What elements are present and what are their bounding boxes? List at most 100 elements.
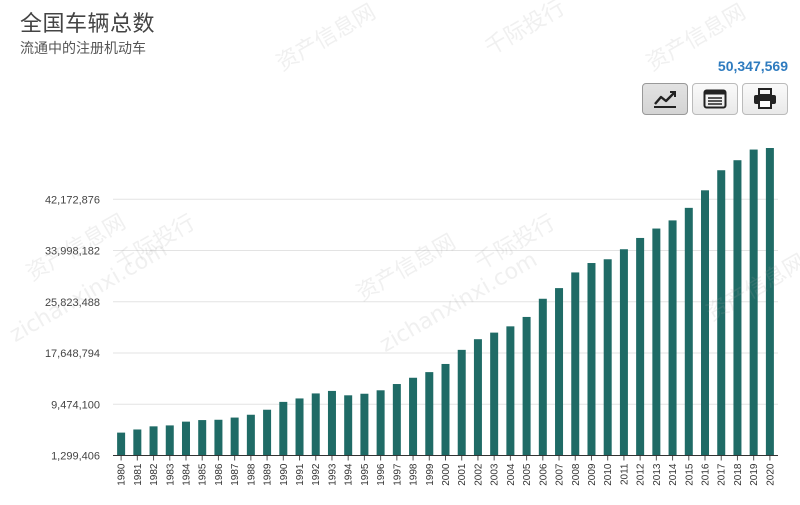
print-icon (754, 88, 776, 109)
bar[interactable] (701, 190, 710, 456)
table-button[interactable] (692, 83, 738, 115)
bar[interactable] (360, 393, 369, 456)
bar[interactable] (441, 363, 450, 456)
x-tick-label: 2013 (652, 463, 663, 486)
y-tick-label: 1,299,406 (51, 451, 100, 463)
x-tick-label: 2017 (717, 463, 728, 486)
bar[interactable] (263, 409, 272, 456)
bar[interactable] (409, 377, 418, 456)
x-tick-label: 1980 (117, 463, 128, 486)
x-tick-label: 2019 (749, 463, 760, 486)
x-tick-label: 1998 (409, 463, 420, 486)
line-chart-button[interactable] (642, 83, 688, 115)
bar[interactable] (603, 259, 612, 456)
bar[interactable] (376, 390, 385, 456)
bar[interactable] (733, 160, 742, 456)
x-tick-label: 1988 (246, 463, 257, 486)
bar[interactable] (279, 401, 288, 456)
x-tick-label: 1997 (392, 463, 403, 486)
y-axis-ticks: 1,299,406 9,474,100 17,648,794 25,823,488 33… (45, 194, 100, 462)
x-axis-ticks: 1980 1981 1982 1983 1984 1985 1986 1987 1988 1989… (117, 455, 776, 486)
x-tick-label: 1991 (295, 463, 306, 486)
bar[interactable] (165, 425, 174, 456)
bar[interactable] (198, 420, 207, 456)
bar[interactable] (749, 149, 758, 456)
x-tick-label: 1984 (181, 463, 192, 486)
x-tick-label: 1990 (279, 463, 290, 486)
x-tick-label: 2004 (506, 463, 517, 486)
y-tick-label: 33,998,182 (45, 246, 100, 258)
bar[interactable] (246, 414, 255, 456)
x-tick-label: 2010 (603, 463, 614, 486)
bar[interactable] (230, 417, 239, 456)
x-tick-label: 1987 (230, 463, 241, 486)
bar-series (117, 148, 774, 456)
bar[interactable] (473, 339, 482, 456)
bar[interactable] (571, 272, 580, 456)
bar[interactable] (684, 207, 693, 456)
x-tick-label: 1992 (311, 463, 322, 486)
bar[interactable] (214, 419, 223, 456)
bar[interactable] (327, 390, 336, 456)
x-tick-label: 1989 (263, 463, 274, 486)
print-button[interactable] (742, 83, 788, 115)
bar[interactable] (555, 288, 564, 456)
bar[interactable] (765, 148, 774, 456)
bar[interactable] (457, 349, 466, 456)
x-tick-label: 1995 (360, 463, 371, 486)
line-chart-icon (654, 91, 676, 108)
x-tick-label: 2015 (684, 463, 695, 486)
chart-toolbar (642, 83, 788, 115)
bar[interactable] (490, 332, 499, 456)
x-tick-label: 1996 (376, 463, 387, 486)
bar[interactable] (295, 398, 304, 456)
x-tick-label: 1982 (149, 463, 160, 486)
x-tick-label: 2014 (668, 463, 679, 486)
bar[interactable] (133, 429, 142, 456)
x-tick-label: 1986 (214, 463, 225, 486)
chart-subtitle: 流通中的注册机动车 (20, 41, 146, 57)
x-tick-label: 1981 (133, 463, 144, 486)
x-tick-label: 2020 (765, 463, 776, 486)
bar[interactable] (311, 393, 320, 456)
x-tick-label: 2007 (555, 463, 566, 486)
bar[interactable] (506, 326, 515, 456)
x-tick-label: 2006 (538, 463, 549, 486)
x-tick-label: 2012 (636, 463, 647, 486)
table-icon (703, 89, 727, 109)
bar[interactable] (181, 421, 190, 456)
x-tick-label: 2003 (490, 463, 501, 486)
x-tick-label: 1994 (344, 463, 355, 486)
y-tick-label: 42,172,876 (45, 194, 100, 206)
x-tick-label: 2018 (733, 463, 744, 486)
y-tick-label: 9,474,100 (51, 399, 100, 411)
x-tick-label: 2005 (522, 463, 533, 486)
x-tick-label: 2008 (571, 463, 582, 486)
bar[interactable] (636, 237, 645, 456)
bar[interactable] (392, 384, 401, 456)
y-tick-label: 17,648,794 (45, 348, 100, 360)
bar[interactable] (668, 220, 677, 456)
x-tick-label: 1993 (327, 463, 338, 486)
x-tick-label: 2016 (701, 463, 712, 486)
bar[interactable] (425, 372, 434, 456)
bar[interactable] (344, 395, 353, 456)
x-tick-label: 2011 (619, 463, 630, 485)
x-tick-label: 2009 (587, 463, 598, 486)
bar[interactable] (117, 432, 126, 456)
chart-title: 全国车辆总数 (20, 12, 156, 37)
bar[interactable] (717, 170, 726, 456)
bar[interactable] (538, 298, 547, 456)
x-tick-label: 1999 (425, 463, 436, 486)
x-tick-label: 1985 (198, 463, 209, 486)
bar[interactable] (522, 316, 531, 456)
x-tick-label: 1983 (165, 463, 176, 486)
x-tick-label: 2000 (441, 463, 452, 486)
bar[interactable] (149, 426, 158, 456)
y-tick-label: 25,823,488 (45, 297, 100, 309)
bar[interactable] (619, 249, 628, 456)
latest-value: 50,347,569 (717, 58, 788, 74)
bar[interactable] (587, 263, 596, 456)
bar[interactable] (652, 228, 661, 456)
